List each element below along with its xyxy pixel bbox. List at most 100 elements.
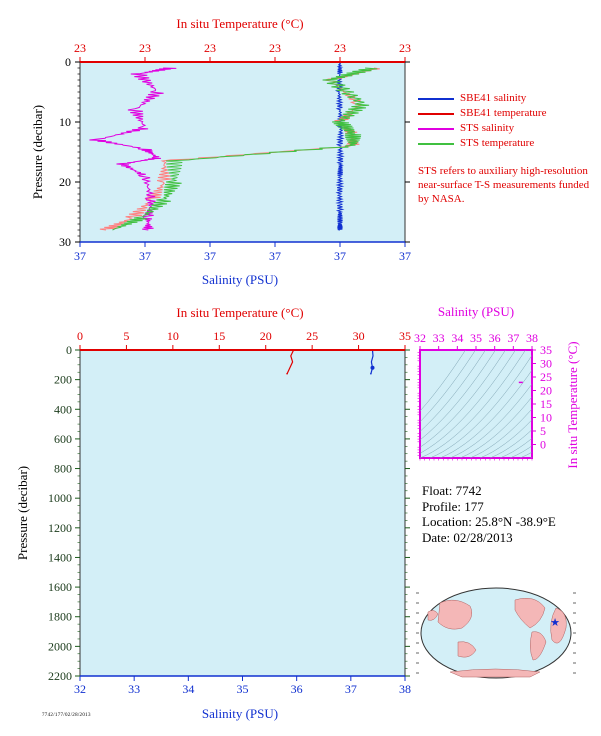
map-continent-asia [437,599,472,630]
legend-item-sbe41-salinity: SBE41 salinity [418,91,546,106]
ts-density-contour [420,350,476,423]
full-salinity-tick-label: 37 [345,682,357,696]
top-temperature-tick-label: 23 [139,41,151,55]
legend-swatch-sts-salinity [418,128,454,130]
full-series-line-salinity [370,349,374,374]
top-temperature-tick-label: 23 [74,41,86,55]
full-pressure-tick-label: 1200 [48,521,72,535]
full-pressure-axis-title: Pressure (decibar) [15,466,30,560]
legend-item-sbe41-temperature: SBE41 temperature [418,106,546,121]
ts-salinity-axis-title: Salinity (PSU) [438,304,514,319]
full-pressure-tick-label: 1000 [48,491,72,505]
ts-density-contour [420,350,486,432]
full-pressure-tick-label: 800 [54,462,72,476]
legend-item-sts-salinity: STS salinity [418,121,546,136]
ts-density-contour [420,350,506,448]
legend-label-sts-salinity: STS salinity [460,122,515,134]
full-temperature-tick-label: 25 [306,329,318,343]
top-series-line-sts-temperature [112,67,378,231]
top-salinity-tick-label: 37 [74,249,86,263]
top-salinity-tick-label: 37 [139,249,151,263]
full-temperature-tick-label: 0 [77,329,83,343]
top-series-line-sbe41-salinity [334,61,345,231]
map-continent-africa-europe [550,607,567,644]
legend-label-sbe41-temperature: SBE41 temperature [460,107,547,119]
full-profile-panel: 0 5 10 15 20 25 30 35 32 33 34 35 36 37 38 0 200 400 600 80… [15,305,411,721]
ts-salinity-tick-label: 33 [433,331,445,345]
ts-density-contour [439,369,532,458]
ts-temperature-tick-label: 30 [540,357,552,371]
ts-salinity-tick-label: 34 [451,331,463,345]
full-salinity-tick-label: 35 [237,682,249,696]
ts-salinity-tick-label: 35 [470,331,482,345]
float-location-map: ★ [416,587,576,679]
float-id: Float: 7742 [422,483,482,498]
full-pressure-tick-label: 400 [54,402,72,416]
full-pressure-tick-label: 1400 [48,550,72,564]
footer-id: 7742/177/02/28/2013 [42,713,91,718]
ts-density-contour [580,343,601,458]
top-pressure-tick-label: 20 [59,175,71,189]
top-temperature-tick-label: 23 [334,41,346,55]
full-series-end-temperature [286,372,288,375]
map-continent-antarctica [449,668,541,678]
full-series-end-salinity [370,372,372,375]
ts-density-contour [420,350,516,454]
full-temperature-axis-title: In situ Temperature (°C) [176,305,303,320]
top-pressure-tick-label: 30 [59,235,71,249]
ts-density-contour [420,350,526,458]
ts-salinity-tick-label: 38 [526,331,538,345]
top-pressure-tick-label: 0 [65,55,71,69]
full-pressure-tick-label: 2000 [48,639,72,653]
full-salinity-tick-label: 34 [182,682,194,696]
top-salinity-axis-title: Salinity (PSU) [202,272,278,287]
ts-density-contour [459,396,532,458]
full-salinity-tick-label: 32 [74,682,86,696]
sts-note: STS refers to auxiliary high-resolution … [418,165,590,205]
float-location: Location: 25.8°N -38.9°E [422,514,556,529]
full-salinity-tick-label: 36 [291,682,303,696]
top-temperature-tick-label: 23 [269,41,281,55]
ts-density-contour [489,429,532,458]
legend-label-sbe41-salinity: SBE41 salinity [460,92,527,104]
legend-swatch-sbe41-temperature [418,113,454,115]
ts-density-contour [509,445,532,458]
full-pressure-tick-label: 1800 [48,610,72,624]
map-continents [427,598,567,678]
legend-item-sts-temperature: STS temperature [418,136,546,151]
top-salinity-tick-label: 37 [269,249,281,263]
full-series-line-temperature [286,349,295,374]
profile-number: Profile: 177 [422,498,484,514]
legend-label-sts-temperature: STS temperature [460,137,535,149]
full-temperature-tick-label: 10 [167,329,179,343]
ts-salinity-tick-label: 37 [507,331,519,345]
full-plot-background [79,349,406,677]
legend-swatch-sbe41-salinity [418,98,454,100]
top-temperature-axis-title: In situ Temperature (°C) [176,16,303,31]
top-pressure-axis-title: Pressure (decibar) [30,105,45,199]
full-temperature-tick-label: 15 [213,329,225,343]
full-pressure-tick-label: 200 [54,373,72,387]
ts-salinity-tick-label: 32 [414,331,426,345]
ts-salinity-tick-label: 36 [489,331,501,345]
full-salinity-tick-label: 33 [128,682,140,696]
top-profile-panel: 23 23 23 23 23 23 37 37 37 37 37 37 0 10 20 30 In situ … [30,16,411,287]
ts-temperature-axis-title: In situ Temperature (°C) [565,341,580,468]
top-temperature-tick-label: 23 [204,41,216,55]
full-pressure-tick-label: 1600 [48,580,72,594]
full-temperature-tick-label: 5 [123,329,129,343]
ts-temperature-tick-label: 0 [540,438,546,452]
ts-density-contour [469,408,532,458]
map-continent-australia [457,641,477,658]
map-continent-west-edge [427,610,439,621]
ts-density-contour [420,350,466,412]
ts-density-contour [420,350,496,441]
ts-temperature-tick-label: 15 [540,397,552,411]
ts-density-contour [590,343,601,458]
full-salinity-axis-title: Salinity (PSU) [202,706,278,721]
ts-density-contour [499,438,532,458]
ts-density-contour [429,354,532,458]
ts-density-contour [479,419,532,458]
